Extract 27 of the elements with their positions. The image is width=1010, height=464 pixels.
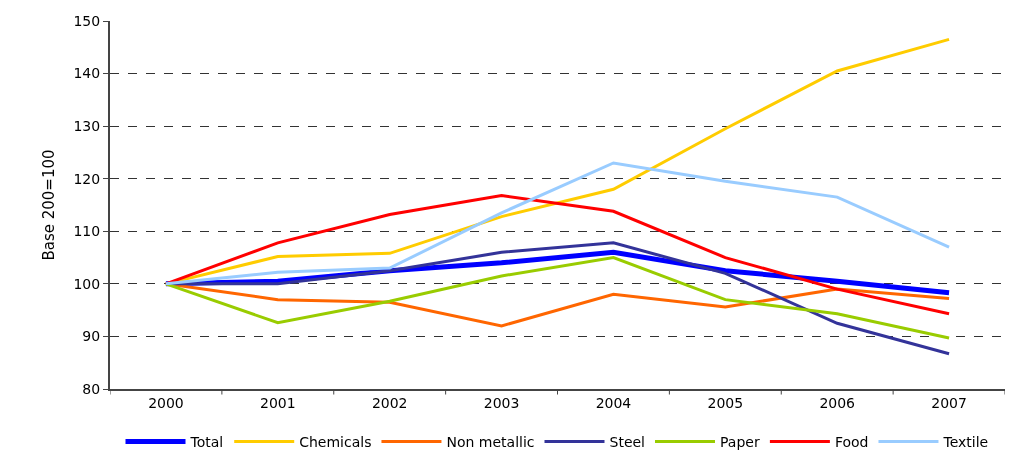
legend-label: Steel xyxy=(609,433,645,450)
y-tick-label: 140 xyxy=(73,65,101,82)
y-tick-label: 110 xyxy=(73,223,101,240)
y-axis-title: Base 200=100 xyxy=(40,149,59,261)
legend-label: Food xyxy=(834,433,869,450)
y-tick-label: 100 xyxy=(73,275,101,292)
x-tick-label: 2000 xyxy=(148,394,184,411)
y-tick-label: 130 xyxy=(73,118,101,135)
legend-label: Paper xyxy=(720,433,760,450)
legend-label: Non metallic xyxy=(446,433,535,450)
y-tick-label: 90 xyxy=(82,328,101,345)
legend-label: Textile xyxy=(942,433,989,450)
y-tick-label: 120 xyxy=(73,170,101,187)
x-tick-label: 2004 xyxy=(595,394,632,411)
legend-label: Total xyxy=(189,433,224,450)
x-tick-label: 2002 xyxy=(371,394,408,411)
y-tick-label: 150 xyxy=(73,12,101,29)
line-series xyxy=(164,256,951,340)
x-tick-label: 2006 xyxy=(819,394,856,411)
y-tick-label: 80 xyxy=(82,380,101,397)
x-tick-label: 2001 xyxy=(259,394,296,411)
x-tick-label: 2007 xyxy=(931,394,967,411)
x-tick-label: 2005 xyxy=(707,394,744,411)
line-series xyxy=(164,161,951,286)
x-tick-label: 2003 xyxy=(483,394,520,411)
legend-label: Chemicals xyxy=(299,433,372,450)
line-series xyxy=(164,194,951,316)
